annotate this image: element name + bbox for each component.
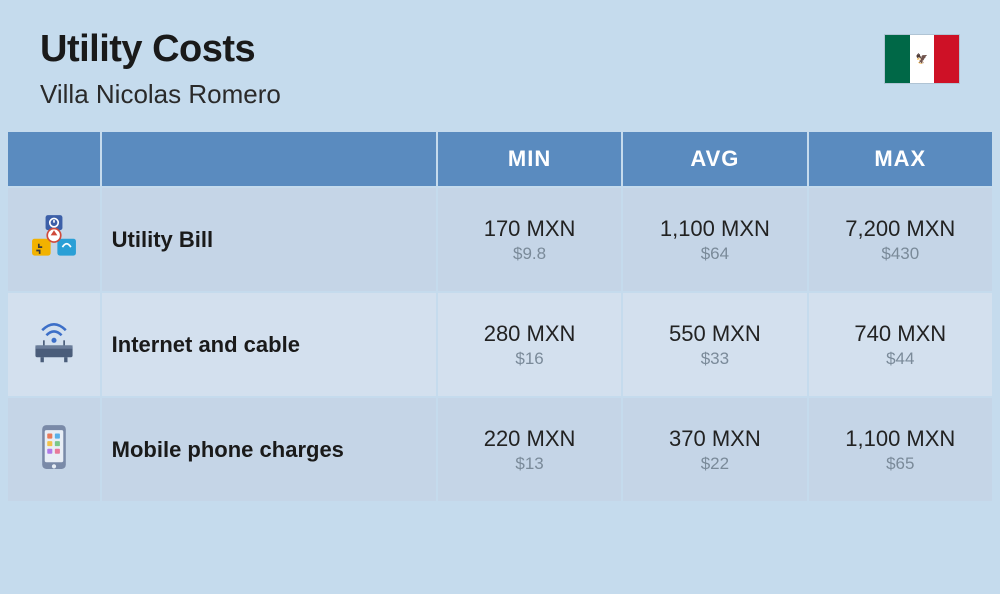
usd-value: $16 xyxy=(450,349,609,369)
usd-value: $9.8 xyxy=(450,244,609,264)
mxn-value: 280 MXN xyxy=(450,321,609,347)
mxn-value: 1,100 MXN xyxy=(821,426,980,452)
usd-value: $64 xyxy=(635,244,794,264)
cell-max: 1,100 MXN $65 xyxy=(809,398,992,501)
header: Utility Costs Villa Nicolas Romero 🦅 xyxy=(0,0,1000,130)
cell-avg: 1,100 MXN $64 xyxy=(623,188,806,291)
utility-bill-icon xyxy=(8,188,100,291)
table-row: Internet and cable 280 MXN $16 550 MXN $… xyxy=(8,293,992,396)
cell-avg: 370 MXN $22 xyxy=(623,398,806,501)
internet-cable-icon xyxy=(8,293,100,396)
mxn-value: 170 MXN xyxy=(450,216,609,242)
row-label: Utility Bill xyxy=(102,188,436,291)
row-label: Mobile phone charges xyxy=(102,398,436,501)
page-title: Utility Costs xyxy=(40,28,281,71)
usd-value: $22 xyxy=(635,454,794,474)
costs-table: MIN AVG MAX Utility Bill xyxy=(0,130,1000,503)
table-row: Mobile phone charges 220 MXN $13 370 MXN… xyxy=(8,398,992,501)
usd-value: $13 xyxy=(450,454,609,474)
mexico-flag-icon: 🦅 xyxy=(884,34,960,84)
page-subtitle: Villa Nicolas Romero xyxy=(40,79,281,110)
col-avg: AVG xyxy=(623,132,806,186)
col-min: MIN xyxy=(438,132,621,186)
table-header-row: MIN AVG MAX xyxy=(8,132,992,186)
cell-min: 220 MXN $13 xyxy=(438,398,621,501)
row-label: Internet and cable xyxy=(102,293,436,396)
col-label xyxy=(102,132,436,186)
cell-min: 280 MXN $16 xyxy=(438,293,621,396)
table-row: Utility Bill 170 MXN $9.8 1,100 MXN $64 … xyxy=(8,188,992,291)
mxn-value: 550 MXN xyxy=(635,321,794,347)
mxn-value: 370 MXN xyxy=(635,426,794,452)
mxn-value: 220 MXN xyxy=(450,426,609,452)
col-icon xyxy=(8,132,100,186)
usd-value: $430 xyxy=(821,244,980,264)
mxn-value: 1,100 MXN xyxy=(635,216,794,242)
mxn-value: 7,200 MXN xyxy=(821,216,980,242)
cell-max: 740 MXN $44 xyxy=(809,293,992,396)
cell-max: 7,200 MXN $430 xyxy=(809,188,992,291)
mobile-phone-icon xyxy=(8,398,100,501)
title-block: Utility Costs Villa Nicolas Romero xyxy=(40,28,281,110)
usd-value: $33 xyxy=(635,349,794,369)
cell-min: 170 MXN $9.8 xyxy=(438,188,621,291)
cell-avg: 550 MXN $33 xyxy=(623,293,806,396)
usd-value: $65 xyxy=(821,454,980,474)
usd-value: $44 xyxy=(821,349,980,369)
mxn-value: 740 MXN xyxy=(821,321,980,347)
col-max: MAX xyxy=(809,132,992,186)
